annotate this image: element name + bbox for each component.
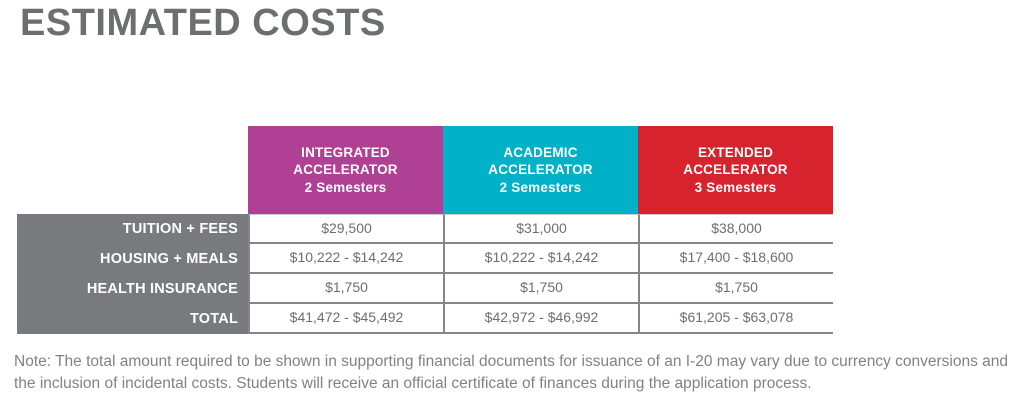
column-header-academic-accelerator: ACADEMIC ACCELERATOR 2 Semesters [443,126,638,214]
cell-insurance-academic: $1,750 [443,274,638,304]
row-label-housing-meals: HOUSING + MEALS [17,244,248,274]
column-header-line1: ACADEMIC [503,144,578,160]
column-header-line2: ACCELERATOR [488,162,593,178]
cell-tuition-academic: $31,000 [443,214,638,244]
column-header-semesters: 2 Semesters [499,179,582,195]
row-label-tuition-fees: TUITION + FEES [17,214,248,244]
cell-housing-extended: $17,400 - $18,600 [638,244,833,274]
column-header-line2: ACCELERATOR [293,162,398,178]
row-label-health-insurance: HEALTH INSURANCE [17,274,248,304]
column-header-line1: EXTENDED [697,144,774,160]
cell-tuition-extended: $38,000 [638,214,833,244]
page-title: ESTIMATED COSTS [20,2,386,44]
row-label-total: TOTAL [17,304,248,334]
cell-insurance-integrated: $1,750 [248,274,443,304]
table-corner-spacer [17,126,248,214]
column-header-extended-accelerator: EXTENDED ACCELERATOR 3 Semesters [638,126,833,214]
cell-total-integrated: $41,472 - $45,492 [248,304,443,334]
column-header-semesters: 2 Semesters [304,179,387,195]
estimated-costs-table: INTEGRATED ACCELERATOR 2 Semesters ACADE… [17,126,833,334]
cell-housing-integrated: $10,222 - $14,242 [248,244,443,274]
column-header-integrated-accelerator: INTEGRATED ACCELERATOR 2 Semesters [248,126,443,214]
cell-tuition-integrated: $29,500 [248,214,443,244]
cell-insurance-extended: $1,750 [638,274,833,304]
cell-total-academic: $42,972 - $46,992 [443,304,638,334]
i20-note-text: Note: The total amount required to be sh… [14,353,1008,392]
cell-total-extended: $61,205 - $63,078 [638,304,833,334]
cell-housing-academic: $10,222 - $14,242 [443,244,638,274]
column-header-semesters: 3 Semesters [694,179,777,195]
column-header-line1: INTEGRATED [301,144,390,160]
column-header-line2: ACCELERATOR [683,162,788,178]
